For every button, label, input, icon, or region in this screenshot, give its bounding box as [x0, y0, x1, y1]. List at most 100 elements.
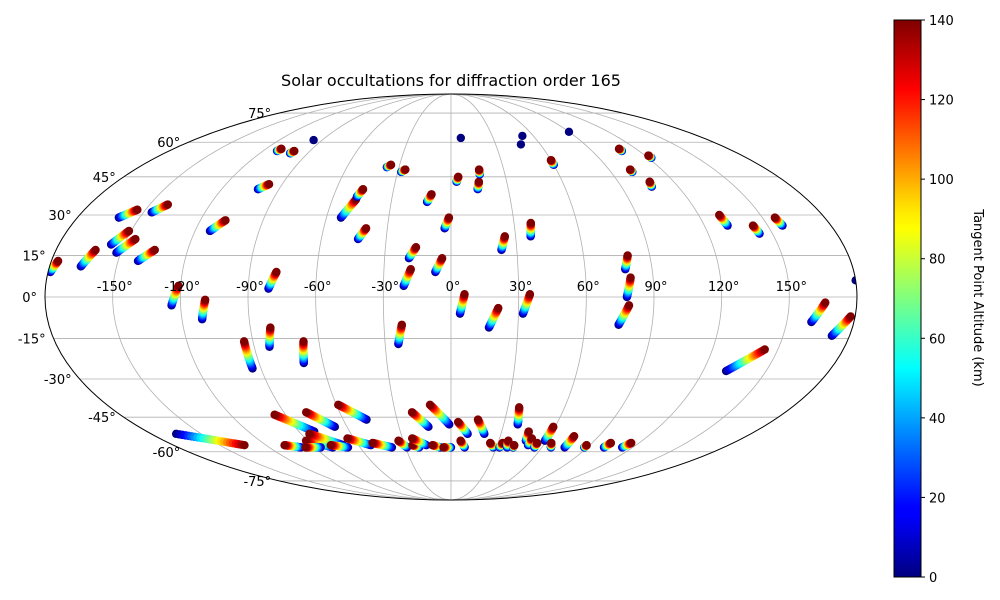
- occultation-point: [334, 400, 343, 409]
- occultation-track: [399, 265, 415, 291]
- occultation-track: [301, 443, 325, 452]
- occultation-track: [114, 205, 142, 222]
- x-tick-label: 30°: [509, 280, 532, 295]
- occultation-track: [272, 144, 286, 156]
- y-tick-label: -30°: [44, 373, 72, 388]
- occultation-track: [599, 438, 616, 452]
- occultation-track: [644, 151, 656, 163]
- occultation-track: [807, 298, 830, 327]
- occultation-point: [494, 303, 503, 313]
- colorbar-tick-label: 40: [929, 412, 946, 427]
- occultation-point: [474, 177, 484, 186]
- occultation-point: [625, 165, 635, 174]
- occultation-point: [361, 224, 371, 233]
- occultation-track: [474, 165, 484, 179]
- occultation-track: [404, 243, 421, 263]
- occultation-point: [401, 165, 410, 174]
- occultation-point: [368, 438, 377, 448]
- occultation-point: [397, 320, 407, 329]
- occultation-track: [580, 441, 591, 452]
- occultation-point: [547, 438, 556, 448]
- occultation-track: [455, 290, 469, 318]
- occultation-point: [277, 144, 286, 153]
- occultation-point: [564, 127, 574, 136]
- occultation-track: [560, 431, 579, 452]
- occultation-point: [386, 160, 396, 170]
- occultation-point: [91, 245, 100, 255]
- occultation-point: [264, 180, 274, 189]
- occultation-point: [272, 267, 281, 277]
- occultation-point: [131, 234, 140, 244]
- occultation-point: [627, 438, 636, 448]
- occultation-track: [622, 273, 635, 302]
- colorbar: 0 20 40 60 80 100 120 140 Tangent Point Altitud…: [893, 14, 985, 586]
- occultation-track: [407, 408, 433, 432]
- occultation-track: [368, 438, 397, 452]
- tick-labels: -150° -120° -90° -60° -30° 0° 30° 60° 90° 120° 150…: [18, 107, 807, 490]
- occultation-track: [827, 312, 855, 341]
- y-tick-label: 15°: [23, 249, 46, 264]
- occultation-point: [200, 295, 210, 304]
- occultation-track: [133, 245, 159, 266]
- occultation-point: [239, 337, 249, 346]
- y-tick-label: 30°: [49, 209, 72, 224]
- occultation-track: [353, 224, 371, 244]
- meridian-gridline: [450, 94, 790, 500]
- occultation-point: [407, 408, 417, 417]
- y-tick-label: 0°: [22, 291, 37, 306]
- colorbar-tick-label: 100: [929, 173, 954, 188]
- occultation-point: [549, 422, 558, 432]
- occultation-track: [422, 190, 436, 207]
- occultation-point: [427, 190, 436, 199]
- occultation-track: [546, 438, 556, 452]
- occultation-point: [305, 429, 314, 439]
- occultation-track: [112, 234, 140, 257]
- occultation-markers: [46, 127, 857, 452]
- occultation-track: [253, 180, 274, 194]
- occultation-point: [358, 185, 368, 194]
- occultation-track: [621, 251, 632, 274]
- occultation-track: [473, 177, 484, 194]
- occultation-track: [456, 436, 469, 452]
- occultation-point: [525, 290, 535, 299]
- occultation-point: [514, 403, 524, 412]
- occultation-point: [821, 298, 830, 307]
- occultation-track: [439, 443, 456, 452]
- occultation-point: [453, 417, 463, 427]
- occultation-track: [270, 410, 319, 436]
- meridian-gridline: [382, 94, 452, 500]
- occultation-point: [485, 438, 495, 448]
- occultation-track: [264, 267, 281, 293]
- occultation-track: [518, 290, 535, 318]
- occultation-point: [439, 443, 448, 452]
- occultation-point: [428, 441, 437, 450]
- occultation-track: [76, 245, 100, 271]
- x-tick-label: -150°: [97, 280, 133, 295]
- occultation-track: [239, 337, 257, 373]
- occultation-point: [846, 312, 855, 321]
- occultation-track: [770, 213, 787, 230]
- occultation-point: [626, 273, 635, 282]
- x-tick-label: -60°: [304, 280, 332, 295]
- occultation-point: [394, 436, 403, 445]
- occultation-point: [474, 165, 484, 174]
- occultation-track: [614, 301, 634, 329]
- x-tick-label: 0°: [446, 280, 461, 295]
- y-tick-label: -60°: [153, 446, 181, 461]
- occultation-point: [290, 146, 299, 156]
- colorbar-tick-label: 20: [929, 491, 946, 506]
- y-tick-label: -75°: [243, 475, 271, 490]
- occultation-track: [748, 221, 764, 238]
- occultation-point: [444, 213, 454, 222]
- colorbar-gradient: [893, 19, 922, 578]
- occultation-point: [174, 281, 183, 291]
- occultation-track: [617, 438, 636, 452]
- occultation-track: [280, 441, 306, 452]
- occultation-point: [266, 323, 275, 332]
- occultation-point: [533, 438, 542, 448]
- x-tick-label: 120°: [708, 280, 739, 295]
- meridian-gridline: [450, 94, 520, 500]
- meridian-gridline: [247, 94, 452, 500]
- x-tick-label: 150°: [776, 280, 807, 295]
- x-tick-label: -90°: [236, 280, 264, 295]
